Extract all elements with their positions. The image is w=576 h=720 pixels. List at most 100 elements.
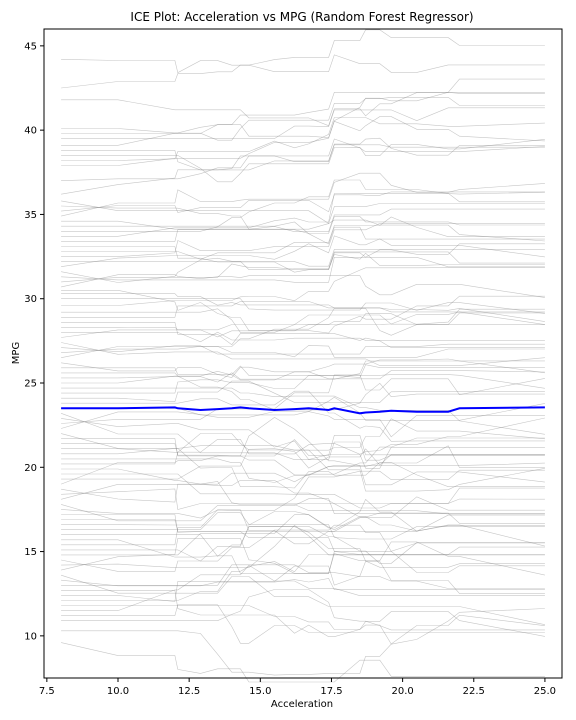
ice-line [61,358,545,384]
ice-line [60,413,545,461]
ice-line [61,604,545,644]
ice-line [61,407,545,438]
ice-line [61,365,545,389]
y-axis-label: MPG [11,342,22,364]
ice-line [61,608,545,676]
ice-line [61,116,545,166]
ice-line [61,574,545,625]
y-tick-label: 45 [24,41,37,52]
ice-line [61,437,545,503]
ice-line [61,144,545,181]
ice-line [61,342,545,366]
ice-line [61,418,545,451]
ice-line [61,417,545,486]
x-axis-label: Acceleration [271,699,333,710]
ice-line [61,345,545,358]
ice-line [61,473,545,509]
x-tick-label: 10.0 [107,686,129,697]
ice-line [61,138,545,195]
ice-line [61,216,545,242]
ice-line [61,539,545,576]
ice-line [61,564,545,589]
ice-line [61,343,545,355]
ice-line [61,362,545,380]
x-tick-label: 17.5 [320,686,342,697]
ice-line [61,390,545,442]
ice-line [61,360,545,383]
y-tick-label: 20 [24,463,37,474]
ice-line [61,293,545,322]
ice-line [61,364,545,394]
ice-line [61,321,545,348]
ice-line [61,249,545,267]
pdp-line-group [61,406,545,415]
ice-line [61,221,545,245]
x-tick-label: 20.0 [391,686,413,697]
ice-line [61,605,545,637]
ice-line [61,546,545,601]
ice-line [61,92,545,127]
ice-line [61,91,545,138]
ice-line [61,519,545,573]
ice-line [61,308,545,333]
x-tick-label: 25.0 [534,686,556,697]
y-tick-label: 10 [24,631,37,642]
x-tick-label: 15.0 [249,686,271,697]
ice-line [61,498,545,547]
y-tick-label: 15 [24,547,37,558]
ice-line [61,496,545,533]
ice-line [61,289,545,334]
chart-title: ICE Plot: Acceleration vs MPG (Random Fo… [130,10,473,24]
ice-line [61,589,545,645]
ice-line [61,223,545,257]
ice-line [61,308,545,358]
ice-line [61,331,545,343]
ice-line [61,78,545,134]
ice-line [61,469,545,519]
ice-line [61,468,545,515]
ice-line [61,274,545,298]
ice-line [61,538,545,574]
ice-line [61,117,545,161]
ice-line [61,438,545,476]
ice-line [61,193,545,237]
ice-line [61,418,545,469]
ice-line [61,498,545,522]
ice-line [61,526,545,568]
ice-line [61,29,545,89]
ice-line [61,179,545,232]
ice-lines-group [60,29,545,683]
ice-line [61,137,545,171]
ice-line [61,448,545,489]
ice-line [61,589,545,631]
ice-line [61,458,545,483]
ice-line [61,487,545,510]
ice-line [61,54,545,74]
pdp-average-line [61,406,545,415]
ice-line [61,267,545,306]
ice-line [61,448,545,480]
ice-line [61,417,545,465]
ice-line [61,479,545,524]
ice-line [61,525,545,568]
ice-line [61,252,545,283]
ice-line [61,311,545,338]
ice-line [61,525,545,572]
ice-line [61,561,545,602]
plot-area-frame [43,28,563,679]
ice-line [61,256,545,283]
ice-line [61,107,545,139]
ice-line [61,380,545,403]
ice-line [61,564,545,611]
ice-line [61,216,545,260]
ice-line [61,191,545,213]
y-tick-label: 30 [24,294,37,305]
ice-line [60,434,545,485]
ice-line [61,433,545,492]
ice-line [61,642,545,683]
ice-line [61,139,545,183]
ice-line [61,208,545,232]
x-axis: 7.5 10.0 12.5 15.0 17.5 20.0 22.5 25.0 [39,678,556,697]
ice-line [61,172,545,217]
